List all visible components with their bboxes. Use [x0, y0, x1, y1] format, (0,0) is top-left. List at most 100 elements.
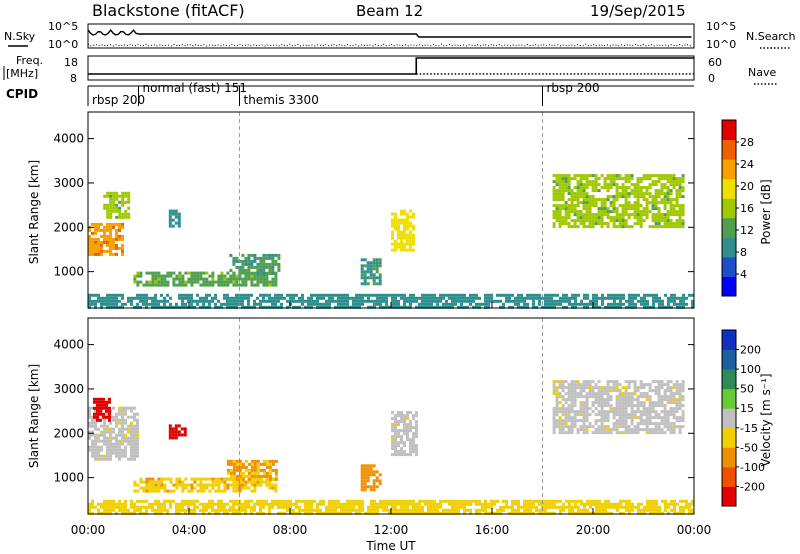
heatmap-cell: [378, 279, 382, 283]
heatmap-cell: [304, 502, 307, 506]
heatmap-cell: [121, 505, 124, 509]
heatmap-cell: [310, 296, 313, 300]
colorbar-tick-label: 8: [740, 246, 747, 259]
heatmap-cell: [157, 502, 160, 506]
heatmap-cell: [394, 435, 397, 439]
heatmap-cell: [511, 505, 514, 509]
heatmap-cell: [631, 296, 634, 300]
heatmap-cell: [594, 216, 598, 220]
heatmap-cell: [109, 499, 112, 503]
heatmap-cell: [319, 508, 322, 512]
heatmap-cell: [555, 386, 559, 390]
heatmap-cell: [655, 508, 658, 512]
heatmap-cell: [136, 302, 139, 306]
heatmap-cell: [564, 392, 568, 396]
heatmap-cell: [678, 195, 682, 199]
heatmap-cell: [657, 401, 661, 405]
heatmap-cell: [636, 386, 640, 390]
heatmap-cell: [586, 511, 589, 515]
heatmap-cell: [157, 271, 161, 275]
heatmap-cell: [232, 459, 236, 463]
heatmap-cell: [612, 180, 616, 184]
heatmap-cell: [205, 277, 209, 281]
heatmap-cell: [591, 198, 595, 202]
heatmap-cell: [133, 508, 136, 512]
heatmap-cell: [475, 293, 478, 297]
heatmap-cell: [268, 262, 272, 266]
heatmap-cell: [112, 293, 115, 297]
heatmap-cell: [670, 293, 673, 297]
heatmap-cell: [630, 189, 634, 193]
heatmap-cell: [145, 508, 148, 512]
heatmap-cell: [259, 483, 263, 487]
heatmap-cell: [274, 274, 278, 278]
heatmap-cell: [612, 216, 616, 220]
heatmap-cell: [621, 210, 625, 214]
heatmap-cell: [372, 485, 376, 489]
heatmap-cell: [618, 222, 622, 226]
heatmap-cell: [615, 207, 619, 211]
heatmap-cell: [636, 213, 640, 217]
heatmap-cell: [621, 392, 625, 396]
heatmap-cell: [573, 392, 577, 396]
heatmap-cell: [409, 236, 412, 240]
x-axis-label: Time UT: [365, 539, 416, 553]
heatmap-cell: [361, 299, 364, 303]
heatmap-cell: [666, 213, 670, 217]
heatmap-cell: [633, 201, 637, 205]
heatmap-cell: [598, 505, 601, 509]
heatmap-cell: [621, 222, 625, 226]
heatmap-cell: [651, 380, 655, 384]
heatmap-cell: [160, 280, 164, 284]
heatmap-cell: [301, 508, 304, 512]
heatmap-cell: [313, 299, 316, 303]
heatmap-cell: [250, 253, 254, 257]
heatmap-cell: [409, 302, 412, 306]
heatmap-cell: [579, 177, 583, 181]
heatmap-cell: [94, 421, 97, 425]
heatmap-cell: [570, 428, 574, 432]
heatmap-cell: [567, 389, 571, 393]
heatmap-cell: [403, 450, 406, 454]
heatmap-cell: [582, 428, 586, 432]
heatmap-cell: [520, 511, 523, 515]
heatmap-cell: [274, 502, 277, 506]
heatmap-cell: [391, 453, 394, 457]
heatmap-cell: [136, 436, 139, 440]
heatmap-cell: [148, 489, 152, 493]
heatmap-cell: [109, 252, 112, 256]
heatmap-cell: [115, 424, 118, 428]
heatmap-cell: [262, 459, 266, 463]
heatmap-cell: [373, 293, 376, 297]
heatmap-cell: [109, 296, 112, 300]
heatmap-cell: [436, 508, 439, 512]
heatmap-cell: [106, 299, 109, 303]
heatmap-cell: [259, 505, 262, 509]
heatmap-cell: [360, 485, 364, 489]
heatmap-cell: [253, 508, 256, 512]
heatmap-cell: [651, 428, 655, 432]
heatmap-cell: [663, 195, 667, 199]
heatmap-cell: [226, 296, 229, 300]
heatmap-cell: [262, 305, 265, 309]
heatmap-cell: [115, 228, 118, 232]
heatmap-cell: [681, 219, 685, 223]
heatmap-cell: [496, 511, 499, 515]
heatmap-cell: [586, 296, 589, 300]
heatmap-cell: [394, 432, 397, 436]
heatmap-cell: [397, 233, 400, 237]
heatmap-cell: [109, 457, 112, 461]
heatmap-cell: [391, 233, 394, 237]
heatmap-cell: [169, 502, 172, 506]
heatmap-cell: [660, 416, 664, 420]
heatmap-cell: [372, 473, 376, 477]
heatmap-cell: [298, 499, 301, 503]
heatmap-cell: [184, 302, 187, 306]
heatmap-cell: [208, 305, 211, 309]
heatmap-cell: [412, 293, 415, 297]
heatmap-cell: [573, 401, 577, 405]
heatmap-cell: [673, 505, 676, 509]
heatmap-cell: [582, 186, 586, 190]
heatmap-cell: [181, 277, 185, 281]
heatmap-cell: [597, 210, 601, 214]
